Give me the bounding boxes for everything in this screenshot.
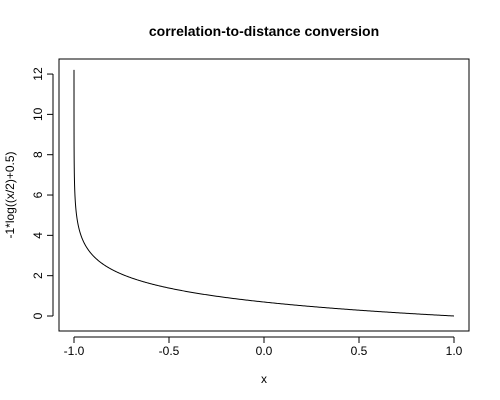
x-tick-label: -0.5 (159, 344, 180, 358)
x-tick-label: 0.0 (256, 344, 273, 358)
x-tick-label: 1.0 (446, 344, 463, 358)
plot-frame (58, 58, 470, 332)
y-tick-label: 10 (31, 107, 45, 121)
y-tick-label: 12 (31, 67, 45, 81)
y-tick-label: 0 (31, 312, 45, 319)
y-tick-label: 2 (31, 272, 45, 279)
y-tick-label: 6 (31, 191, 45, 198)
x-axis-label: x (261, 372, 267, 386)
x-tick-label: 0.5 (351, 344, 368, 358)
y-tick-label: 8 (31, 151, 45, 158)
x-tick-label: -1.0 (64, 344, 85, 358)
y-axis-label: -1*log((x/2)+0.5) (3, 151, 17, 238)
y-tick-label: 4 (31, 232, 45, 239)
chart-title: correlation-to-distance conversion (149, 23, 379, 39)
series-line (73, 69, 455, 317)
x-axis: -1.0 -0.5 0.0 0.5 1.0 (64, 336, 463, 358)
y-axis: 0 2 4 6 8 10 12 (31, 67, 54, 319)
